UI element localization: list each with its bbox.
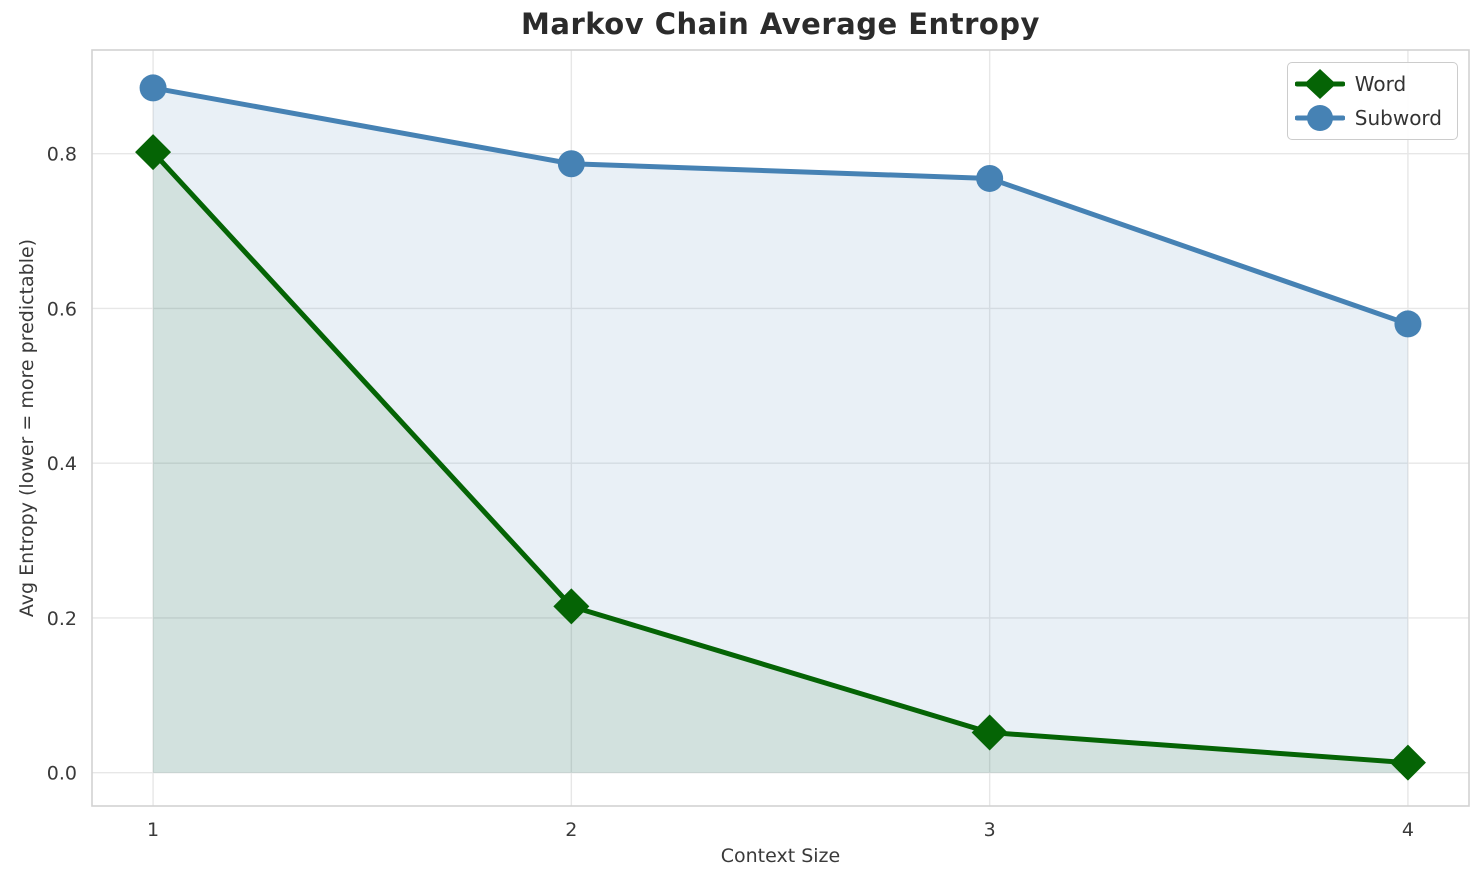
plot-area-border	[91, 49, 1470, 807]
subword-line	[150, 85, 1411, 327]
y-tick-label: 0.4	[47, 453, 77, 475]
subword-marker	[139, 74, 167, 102]
y-tick-label: 0.2	[47, 608, 77, 630]
y-tick-label: 0.0	[47, 763, 77, 785]
y-tick-label: 0.6	[47, 298, 77, 320]
word-legend-marker-icon	[1294, 69, 1345, 99]
legend-label: Subword	[1354, 106, 1442, 130]
legend-item-word: Word	[1294, 68, 1442, 100]
x-tick-label: 1	[147, 819, 159, 841]
x-tick-label: 3	[984, 819, 996, 841]
word-marker	[971, 714, 1008, 751]
y-tick-label: 0.8	[47, 144, 77, 166]
word-area-fill	[153, 152, 1408, 773]
subword-marker	[976, 164, 1004, 192]
legend-box: Word Subword	[1286, 62, 1458, 140]
x-tick-label: 2	[565, 819, 577, 841]
subword-legend-marker-icon	[1294, 105, 1345, 131]
subword-area-fill	[153, 87, 1408, 773]
word-marker	[553, 588, 590, 625]
subword-marker	[1394, 310, 1422, 338]
subword-marker	[557, 150, 585, 178]
word-marker	[1389, 744, 1426, 781]
legend-label: Word	[1354, 72, 1407, 96]
legend-item-subword: Subword	[1294, 102, 1442, 134]
y-axis-label: Avg Entropy (lower = more predictable)	[16, 238, 38, 618]
word-line	[150, 149, 1411, 766]
word-marker	[135, 134, 172, 171]
x-axis-label: Context Size	[720, 845, 841, 867]
chart-title: Markov Chain Average Entropy	[521, 7, 1040, 41]
x-tick-label: 4	[1402, 819, 1414, 841]
